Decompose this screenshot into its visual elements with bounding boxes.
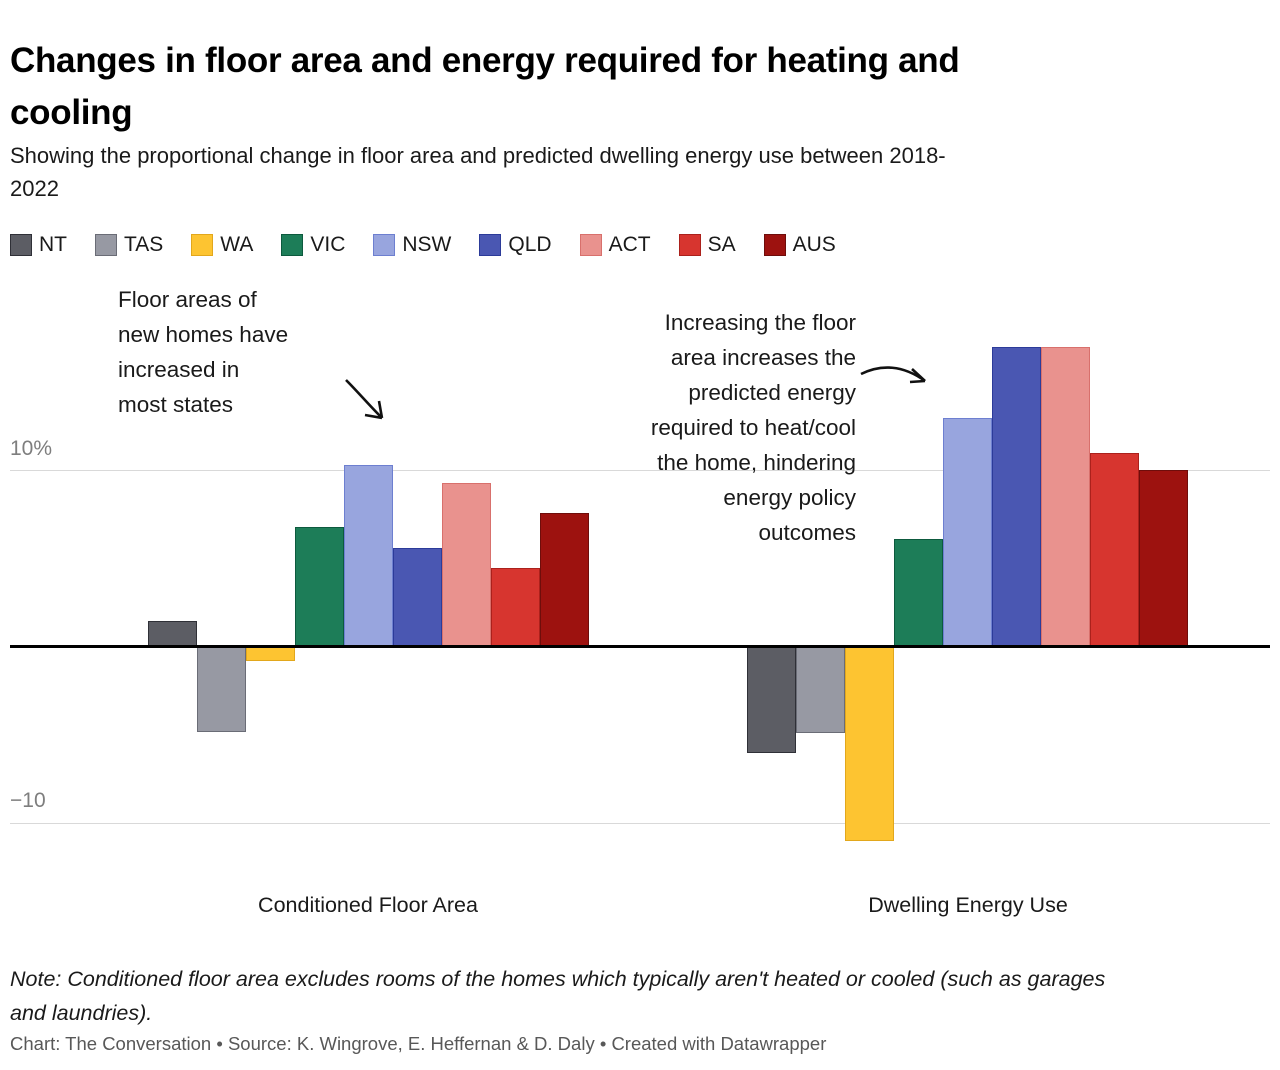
text-line: the home, hindering xyxy=(657,450,856,475)
text-line: increased in xyxy=(118,357,240,382)
text-line: predicted energy xyxy=(688,380,856,405)
legend-swatch-icon xyxy=(479,234,502,256)
text-line: outcomes xyxy=(758,520,856,545)
text-line: Changes in floor area and energy require… xyxy=(10,41,960,81)
text-line: 2022 xyxy=(10,176,59,201)
bar-energy-qld xyxy=(992,347,1041,647)
text-line: required to heat/cool xyxy=(650,415,856,440)
annotation-energy-increase: Increasing the floor area increases the pr… xyxy=(556,305,856,550)
bar-floor-qld xyxy=(393,548,442,647)
bar-energy-wa xyxy=(845,647,894,841)
text-line: most states xyxy=(118,392,234,417)
bar-floor-sa xyxy=(491,568,540,647)
text-line: Note: Conditioned floor area excludes ro… xyxy=(10,967,1106,991)
bar-energy-aus xyxy=(1139,470,1188,647)
legend-item-nt: NT xyxy=(10,233,67,257)
text-line: Increasing the floor xyxy=(664,310,856,335)
text-line: cooling xyxy=(10,93,133,133)
legend-item-vic: VIC xyxy=(281,233,345,257)
bar-energy-vic xyxy=(894,539,943,647)
bar-energy-sa xyxy=(1090,453,1139,647)
y-tick-10pct: 10% xyxy=(10,437,53,460)
chart-note: Note: Conditioned floor area excludes ro… xyxy=(10,962,1270,1030)
chart-credit: Chart: The Conversation • Source: K. Win… xyxy=(10,1033,827,1054)
legend-swatch-icon xyxy=(191,234,214,256)
bar-floor-act xyxy=(442,483,491,647)
text-line: energy policy xyxy=(723,485,856,510)
bar-energy-tas xyxy=(796,647,845,733)
legend-label: NSW xyxy=(402,233,452,256)
legend-swatch-icon xyxy=(579,234,602,256)
legend-label: NT xyxy=(39,233,67,256)
bar-floor-wa xyxy=(246,647,295,661)
legend-item-sa: SA xyxy=(678,233,736,257)
legend-item-aus: AUS xyxy=(763,233,836,257)
text-line: area increases the xyxy=(670,345,856,370)
bar-floor-vic xyxy=(295,527,344,647)
legend-item-act: ACT xyxy=(579,233,651,257)
legend: NT TAS WA VIC NSW QLD ACT SA AUS xyxy=(10,233,836,257)
text-line: Floor areas of xyxy=(118,287,257,312)
legend-label: AUS xyxy=(792,233,836,256)
legend-swatch-icon xyxy=(281,234,304,256)
legend-swatch-icon xyxy=(373,234,396,256)
chart-title: Changes in floor area and energy require… xyxy=(10,35,1260,139)
legend-label: WA xyxy=(220,233,254,256)
bar-energy-nt xyxy=(747,647,796,753)
legend-item-qld: QLD xyxy=(479,233,552,257)
bar-energy-act xyxy=(1041,347,1090,647)
legend-swatch-icon xyxy=(95,234,117,256)
zero-baseline xyxy=(10,645,1270,648)
legend-label: QLD xyxy=(508,233,552,256)
text-line: and laundries). xyxy=(10,1001,153,1025)
text-line: new homes have xyxy=(118,322,289,347)
legend-item-tas: TAS xyxy=(95,233,163,257)
bar-energy-nsw xyxy=(943,418,992,647)
annotation-arrow-left-icon xyxy=(345,379,384,420)
annotation-floor-areas: Floor areas of new homes have increased in… xyxy=(118,282,378,422)
legend-item-wa: WA xyxy=(191,233,253,257)
bar-floor-nsw xyxy=(344,465,393,647)
bar-floor-tas xyxy=(197,647,246,732)
legend-label: SA xyxy=(707,233,736,256)
gridline-plus10 xyxy=(10,470,1270,471)
group-label-floor-area: Conditioned Floor Area xyxy=(258,893,478,917)
bar-floor-aus xyxy=(540,513,589,647)
y-tick-minus10: −10 xyxy=(10,789,46,812)
legend-swatch-icon xyxy=(763,234,786,256)
annotation-arrow-right-icon xyxy=(860,366,926,384)
chart-subtitle: Showing the proportional change in floor… xyxy=(10,139,1260,205)
gridline-minus10 xyxy=(10,823,1270,824)
legend-item-nsw: NSW xyxy=(373,233,451,257)
legend-label: TAS xyxy=(124,233,164,256)
bar-floor-nt xyxy=(148,621,197,647)
legend-label: VIC xyxy=(310,233,346,256)
legend-label: ACT xyxy=(608,233,651,256)
text-line: Showing the proportional change in floor… xyxy=(10,143,946,168)
legend-swatch-icon xyxy=(678,234,701,256)
legend-swatch-icon xyxy=(10,234,32,256)
group-label-energy-use: Dwelling Energy Use xyxy=(868,893,1068,917)
